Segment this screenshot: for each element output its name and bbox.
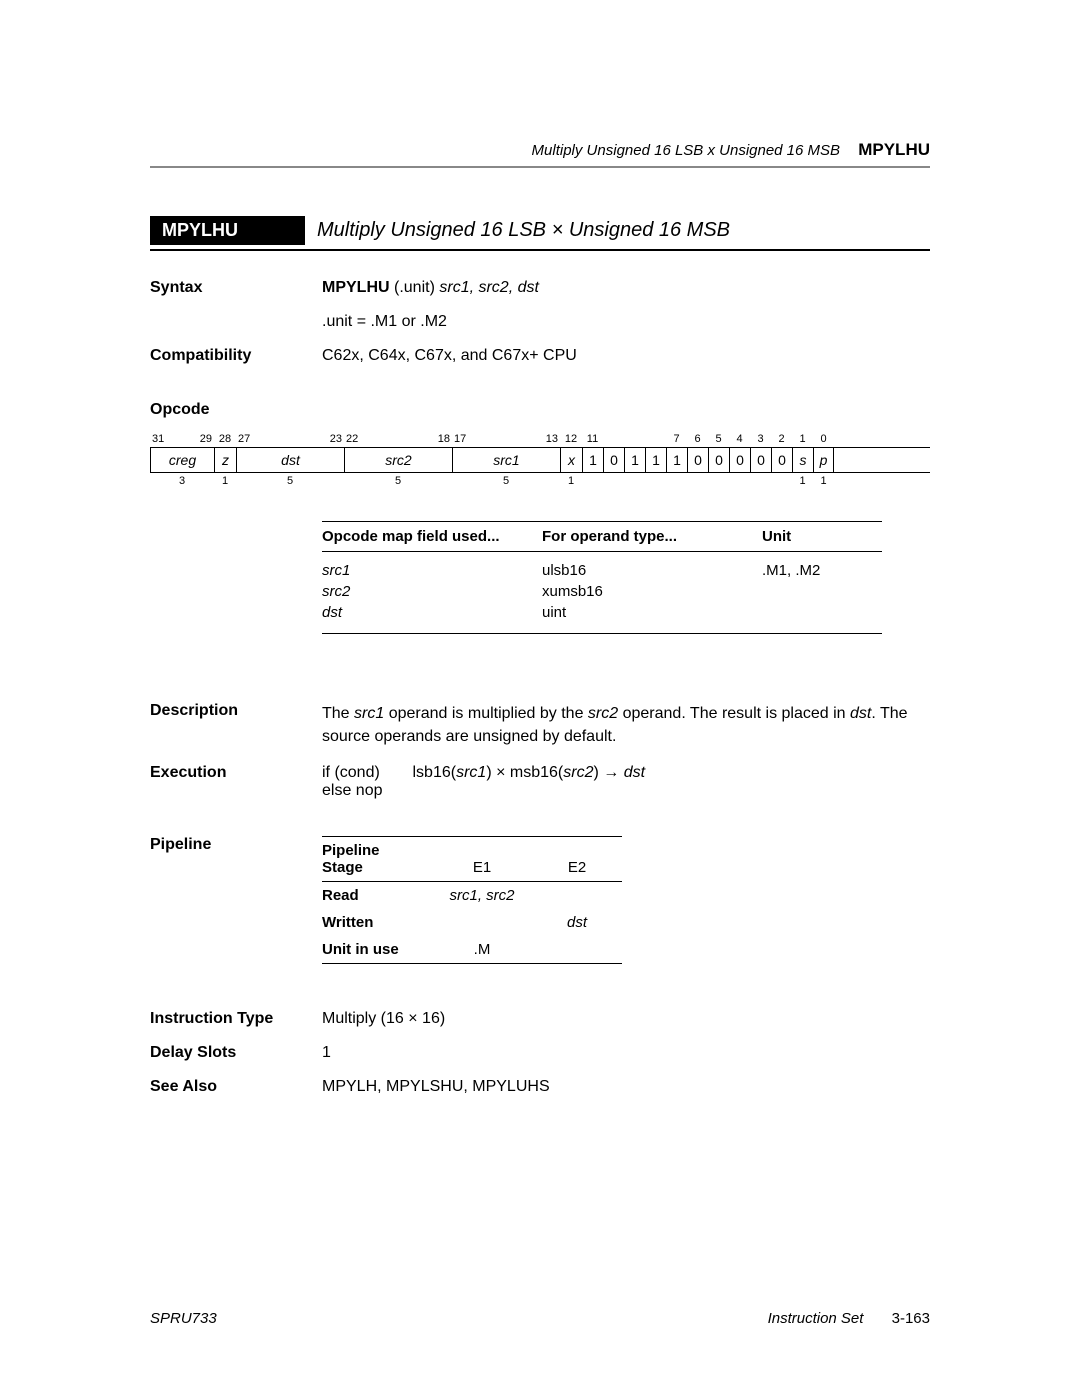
pipeline-table: PipelineStage E1 E2 Read src1, src2 Writ… <box>322 836 622 964</box>
opcode-map-table: Opcode map field used... For operand typ… <box>322 521 882 634</box>
opcode-section: Opcode 3129 28 2723 2218 1713 12 11 7 6 … <box>150 401 930 634</box>
page-footer: SPRU733 Instruction Set 3-163 <box>150 1310 930 1327</box>
footer-docid: SPRU733 <box>150 1310 217 1327</box>
header-mnemonic: MPYLHU <box>858 140 930 159</box>
compatibility-value: C62x, C64x, C67x, and C67x+ CPU <box>322 347 930 365</box>
instruction-type-row: Instruction Type Multiply (16 × 16) <box>150 1010 930 1028</box>
syntax-content: MPYLHU (.unit) src1, src2, dst .unit = .… <box>322 279 930 331</box>
execution-text: if (cond) else nop lsb16(src1) × msb16(s… <box>322 764 930 800</box>
compatibility-label: Compatibility <box>150 347 322 365</box>
pipeline-row: Pipeline PipelineStage E1 E2 Read src1, … <box>150 836 930 964</box>
see-also-row: See Also MPYLH, MPYLSHU, MPYLUHS <box>150 1078 930 1096</box>
delay-slots-row: Delay Slots 1 <box>150 1044 930 1062</box>
compatibility-row: Compatibility C62x, C64x, C67x, and C67x… <box>150 347 930 365</box>
description-text: The src1 operand is multiplied by the sr… <box>322 702 930 748</box>
opcode-bit-numbers: 3129 28 2723 2218 1713 12 11 7 6 5 4 3 2… <box>150 433 930 445</box>
footer-section: Instruction Set <box>768 1310 864 1327</box>
opcode-label: Opcode <box>150 401 930 419</box>
description-row: Description The src1 operand is multipli… <box>150 702 930 748</box>
footer-page: 3-163 <box>892 1310 930 1327</box>
syntax-row: Syntax MPYLHU (.unit) src1, src2, dst .u… <box>150 279 930 331</box>
header-subtitle: Multiply Unsigned 16 LSB x Unsigned 16 M… <box>532 142 841 159</box>
title-badge: MPYLHU <box>150 216 305 245</box>
title-row: MPYLHU Multiply Unsigned 16 LSB × Unsign… <box>150 216 930 251</box>
opcode-bit-widths: 3 1 5 5 5 1 1 1 <box>150 475 930 487</box>
syntax-label: Syntax <box>150 279 322 331</box>
title-description: Multiply Unsigned 16 LSB × Unsigned 16 M… <box>317 219 730 242</box>
execution-row: Execution if (cond) else nop lsb16(src1)… <box>150 764 930 800</box>
opcode-diagram: creg z dst src2 src1 x 1 0 1 1 1 0 0 0 0… <box>150 447 930 473</box>
running-header: Multiply Unsigned 16 LSB x Unsigned 16 M… <box>150 140 930 168</box>
